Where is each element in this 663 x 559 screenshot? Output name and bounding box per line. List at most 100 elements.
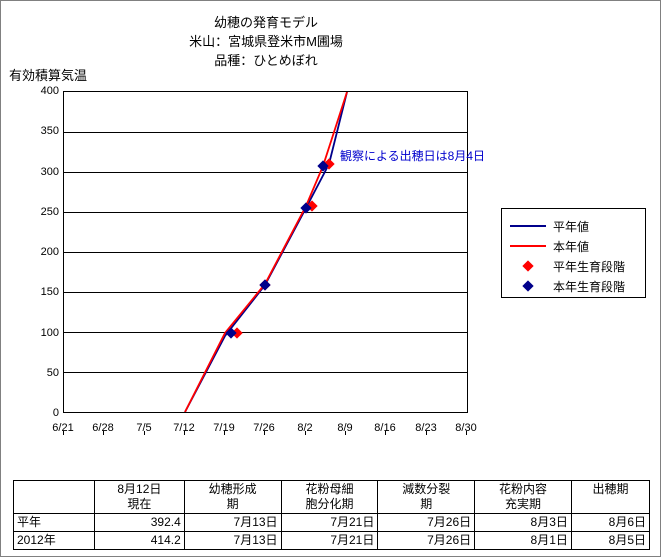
x-tick-0: 6/21 xyxy=(52,422,74,434)
x-tick-10: 8/30 xyxy=(455,422,477,434)
gridline-300 xyxy=(64,172,467,173)
x-tickmark xyxy=(264,431,265,435)
x-tickmark xyxy=(63,431,64,435)
x-tickmark xyxy=(385,431,386,435)
table-row: 2012年 414.2 7月13日 7月21日 7月26日 8月1日 8月5日 xyxy=(13,531,651,550)
y-axis-ticks: 400 350 300 250 200 150 100 50 0 xyxy=(15,85,59,419)
y-tick-300: 300 xyxy=(40,165,59,178)
x-tick-9: 8/23 xyxy=(415,422,437,434)
legend-marker-wrap xyxy=(510,280,546,292)
legend-line-icon xyxy=(510,245,546,247)
gridline-100 xyxy=(64,332,467,333)
header-line-2: 充実期 xyxy=(505,497,542,511)
chart-title-line-1: 幼穂の発育モデル xyxy=(213,15,318,30)
header-line-1: 花粉母細 xyxy=(305,482,354,496)
table-header-cell-kafunbosaibou: 花粉母細 胞分化期 xyxy=(280,480,379,514)
y-tick-50: 50 xyxy=(46,366,59,379)
table-header-cell-empty xyxy=(13,480,95,514)
header-line-2: 期 xyxy=(420,497,433,511)
x-tick-4: 7/19 xyxy=(213,422,235,434)
x-tickmark xyxy=(103,431,104,435)
table-cell: 7月13日 xyxy=(183,531,282,550)
table-header-cell-shussuiki: 出穂期 xyxy=(570,480,651,514)
y-tick-250: 250 xyxy=(40,205,59,218)
line-honnenchi xyxy=(184,92,348,412)
table-header: 8月12日 現在 幼穂形成 期 花粉母細 胞分化期 減数分裂 期 花粉内容 xyxy=(13,480,651,514)
legend-label: 本年生育段階 xyxy=(553,279,626,294)
table-cell: 8月1日 xyxy=(474,531,572,550)
legend-item-honnenchi[interactable]: 本年値 xyxy=(502,236,645,256)
x-tickmark xyxy=(466,431,467,435)
header-line-1: 減数分裂 xyxy=(402,482,451,496)
x-tick-7: 8/9 xyxy=(337,422,353,434)
diamond-marker-icon xyxy=(522,280,534,292)
y-tick-400: 400 xyxy=(40,85,59,97)
x-tick-2: 7/5 xyxy=(136,422,152,434)
series-lines xyxy=(184,92,348,412)
gridline-250 xyxy=(64,212,467,213)
header-line-1: 幼穂形成 xyxy=(208,482,257,496)
table-cell: 7月21日 xyxy=(280,513,379,532)
table-header-cell-current: 8月12日 現在 xyxy=(94,480,185,514)
chart-title-line-2: 米山：宮城県登米市M圃場 xyxy=(189,34,343,49)
legend-label: 平年値 xyxy=(553,219,590,234)
x-tick-1: 6/28 xyxy=(92,422,114,434)
diamond-marker-icon xyxy=(522,260,534,272)
x-tickmark xyxy=(184,431,185,435)
table-cell: 7月26日 xyxy=(377,513,476,532)
gridline-50 xyxy=(64,372,467,373)
y-tick-150: 150 xyxy=(40,286,59,299)
x-tickmark xyxy=(426,431,427,435)
x-tick-5: 7/26 xyxy=(253,422,275,434)
table-cell: 8月6日 xyxy=(570,513,651,532)
gridline-350 xyxy=(64,132,467,133)
table-cell: 414.2 xyxy=(94,531,185,550)
plot-area xyxy=(63,91,468,413)
table-cell: 8月3日 xyxy=(474,513,572,532)
y-axis-label: 有効積算気温 xyxy=(9,68,88,83)
y-tick-100: 100 xyxy=(40,326,59,339)
header-line-1: 出穂期 xyxy=(592,482,629,496)
x-tickmark xyxy=(305,431,306,435)
x-tickmark xyxy=(345,431,346,435)
x-tick-6: 8/2 xyxy=(297,422,313,434)
y-tick-350: 350 xyxy=(40,125,59,138)
y-tick-200: 200 xyxy=(40,246,59,258)
growth-stage-table: 8月12日 現在 幼穂形成 期 花粉母細 胞分化期 減数分裂 期 花粉内容 xyxy=(13,480,651,550)
table-body: 平年 392.4 7月13日 7月21日 7月26日 8月3日 8月6日 201… xyxy=(13,513,651,550)
table-header-cell-kafunnaiyou: 花粉内容 充実期 xyxy=(474,480,572,514)
header-line-2: 胞分化期 xyxy=(305,497,354,511)
gridline-150 xyxy=(64,292,467,293)
legend-item-heinenchi[interactable]: 平年値 xyxy=(502,216,645,236)
legend-line-icon xyxy=(510,225,546,227)
observed-heading-date-annotation: 観察による出穂日は8月4日 xyxy=(340,149,485,163)
header-line-1: 花粉内容 xyxy=(499,482,548,496)
table-row-label: 2012年 xyxy=(13,531,95,550)
x-tick-8: 8/16 xyxy=(374,422,396,434)
x-tick-3: 7/12 xyxy=(173,422,195,434)
chart-title-block: 幼穂の発育モデル 米山：宮城県登米市M圃場 品種：ひとめぼれ xyxy=(1,13,531,70)
table-header-cell-youzui: 幼穂形成 期 xyxy=(183,480,282,514)
table-cell: 8月5日 xyxy=(570,531,651,550)
header-line-2: 現在 xyxy=(127,497,152,511)
legend-label: 本年値 xyxy=(553,239,590,254)
x-tickmark xyxy=(144,431,145,435)
legend-item-heinen-seiiku[interactable]: 平年生育段階 xyxy=(502,256,645,276)
x-tickmark xyxy=(224,431,225,435)
legend-marker-wrap xyxy=(510,260,546,272)
table-cell: 392.4 xyxy=(94,513,185,532)
table-row-label: 平年 xyxy=(13,513,95,532)
legend-label: 平年生育段階 xyxy=(553,259,626,274)
chart-title-line-3: 品種：ひとめぼれ xyxy=(214,53,318,68)
table-cell: 7月13日 xyxy=(183,513,282,532)
table-header-cell-gensuubunretsu: 減数分裂 期 xyxy=(377,480,476,514)
table-row: 平年 392.4 7月13日 7月21日 7月26日 8月3日 8月6日 xyxy=(13,513,651,532)
chart-legend: 平年値 本年値 平年生育段階 本年生育段階 xyxy=(501,208,646,298)
x-axis-ticks: 6/21 6/28 7/5 7/12 7/19 7/26 8/2 8/9 8/1… xyxy=(52,417,477,435)
header-line-2: 期 xyxy=(226,497,239,511)
y-tick-0: 0 xyxy=(52,407,59,419)
legend-item-honnen-seiiku[interactable]: 本年生育段階 xyxy=(502,276,645,296)
table-cell: 7月26日 xyxy=(377,531,476,550)
header-line-1: 8月12日 xyxy=(117,482,162,496)
